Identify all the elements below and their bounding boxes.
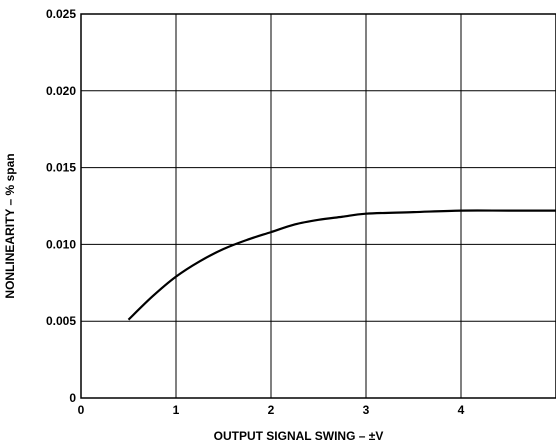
y-tick-label-1: 0.005 [46,314,76,328]
y-tick-label-4: 0.020 [46,84,76,98]
plot-frame [80,13,556,399]
x-tick-label-3: 3 [363,403,370,417]
x-tick-label-4: 4 [458,403,465,417]
series-line-nonlinearity [127,209,556,321]
y-tick-label-2: 0.010 [46,237,76,251]
tick-labels: 0 1 2 3 4 0 0.005 0.010 0.015 0.020 0.025 [46,7,465,417]
grid [81,14,556,398]
x-tick-label-2: 2 [268,403,275,417]
y-tick-label-3: 0.015 [46,161,76,175]
y-tick-label-0: 0 [69,391,76,405]
x-axis-label: OUTPUT SIGNAL SWING – ±V [214,429,384,443]
y-tick-label-5: 0.025 [46,7,76,21]
y-axis-label: NONLINEARITY – % span [3,153,17,298]
x-tick-label-0: 0 [78,403,85,417]
x-tick-label-1: 1 [173,403,180,417]
